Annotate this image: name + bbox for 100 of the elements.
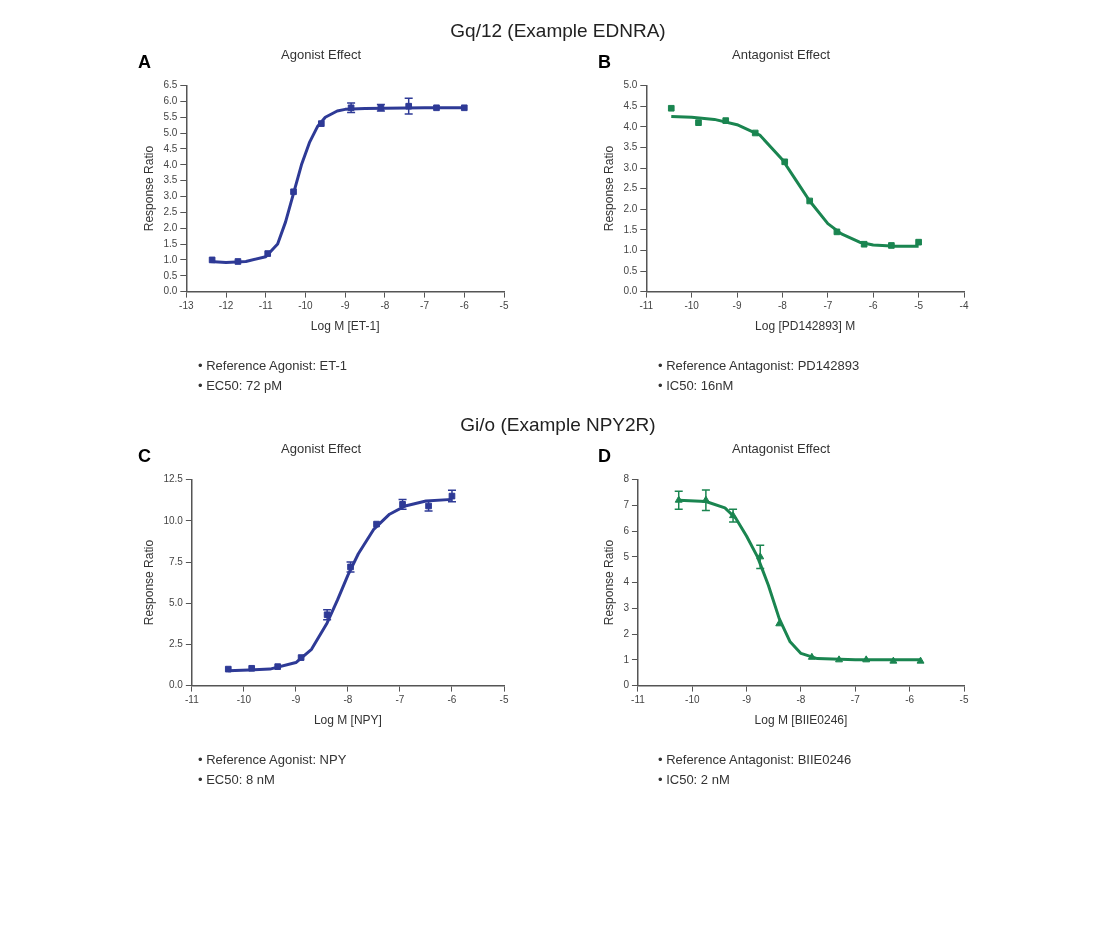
y-tick-label: 2.0 [623,202,638,214]
point [318,120,325,127]
x-tick-label: -7 [420,300,430,312]
point [433,104,440,112]
y-tick-label: 3.0 [623,161,638,173]
x-tick-label: -9 [732,300,742,312]
y-tick-label: 6.5 [163,79,178,91]
x-tick-label: -11 [639,300,654,312]
text: • IC50: 2 nM [658,771,731,789]
y-tick-label: 1.0 [623,244,638,256]
point [835,655,843,663]
y-tick-label: 4.5 [623,99,638,111]
y-axis-title: Response Ratio [141,145,156,232]
text: • EC50: 72 pM [198,377,284,395]
x-tick-label: -6 [447,694,457,706]
text: • Reference Agonist: ET-1 [198,357,349,375]
text: • IC50: 16nM [658,377,735,395]
x-tick-label: -5 [499,694,509,706]
x-tick-label: -9 [340,300,351,312]
y-tick-label: 1.5 [163,237,178,249]
y-tick-label: 3 [623,602,630,614]
y-tick-label: 2.5 [168,638,184,650]
y-tick-label: 7.5 [168,555,184,567]
x-tick-label: -8 [343,694,353,706]
point [888,242,895,249]
y-tick-label: 10.0 [163,514,184,526]
y-tick-label: 0.5 [623,264,638,276]
point [860,240,868,248]
point [290,188,297,196]
point [781,158,789,166]
text: C [138,446,151,467]
text: • Reference Antagonist: PD142893 [658,357,861,375]
chart-title: Antagonist Effect [731,47,831,63]
y-tick-label: 8 [623,473,630,485]
text: D [598,446,611,467]
point [833,228,841,236]
y-tick-label: 0.0 [168,679,184,691]
x-axis-title: Log M [ET-1] [310,319,380,334]
x-tick-label: -13 [179,300,194,312]
x-tick-label: -10 [236,694,252,706]
text: • Reference Antagonist: BIIE0246 [658,751,853,769]
y-tick-label: 2.5 [163,206,178,218]
chart-title: Agonist Effect [281,441,362,457]
y-tick-label: 4.0 [623,120,638,132]
y-tick-label: 5.0 [623,79,638,91]
x-axis-title: Log [PD142893] M [755,319,856,334]
y-tick-label: 5.5 [163,111,178,123]
x-tick-label: -9 [291,694,301,706]
x-tick-label: -7 [395,694,405,706]
x-tick-label: -6 [459,300,470,312]
chart-title: Antagonist Effect [731,441,831,457]
point [274,663,282,670]
x-tick-label: -12 [218,300,234,312]
point [264,250,272,257]
y-tick-label: 1 [623,653,630,665]
point [674,495,683,503]
x-tick-label: -8 [380,300,390,312]
y-tick-label: 2.0 [163,221,178,233]
point [695,119,702,127]
point [916,656,925,664]
y-axis-title: Response Ratio [141,539,156,626]
y-tick-label: 6 [623,524,630,536]
x-axis-title: Log M [NPY] [313,713,382,728]
y-tick-label: 5 [623,550,630,562]
chart-title: Agonist Effect [281,47,362,63]
y-tick-label: 3.5 [623,141,638,153]
y-tick-label: 6.0 [163,95,178,107]
x-tick-label: -9 [742,694,752,706]
point [806,197,814,205]
text: • EC50: 8 nM [198,771,276,789]
y-tick-label: 0 [623,679,630,691]
point [751,129,759,137]
text: A [138,52,151,73]
x-tick-label: -8 [778,300,788,312]
point [915,238,922,246]
y-tick-label: 5.0 [163,126,178,138]
x-tick-label: -11 [185,694,200,706]
y-tick-label: 12.5 [163,473,184,485]
y-tick-label: 4 [623,576,630,588]
y-tick-label: 0.0 [623,285,638,297]
x-axis-title: Log M [BIIE0246] [754,713,848,728]
y-tick-label: 0.5 [163,269,178,281]
point [208,256,216,264]
y-tick-label: 3.5 [163,174,178,186]
text: Gq/12 (Example EDNRA) [449,19,667,43]
point [460,104,468,112]
x-tick-label: -7 [823,300,833,312]
x-tick-label: -10 [685,694,700,706]
y-tick-label: 2 [623,627,630,639]
y-tick-label: 5.0 [168,596,184,608]
y-tick-label: 1.0 [163,253,178,265]
y-tick-label: 7 [623,499,630,511]
y-tick-label: 4.0 [163,158,178,170]
point [667,104,675,112]
point [405,102,413,110]
point [889,656,898,664]
point [224,665,232,673]
y-axis-title: Response Ratio [601,539,616,626]
point [373,520,380,528]
point [722,117,730,124]
